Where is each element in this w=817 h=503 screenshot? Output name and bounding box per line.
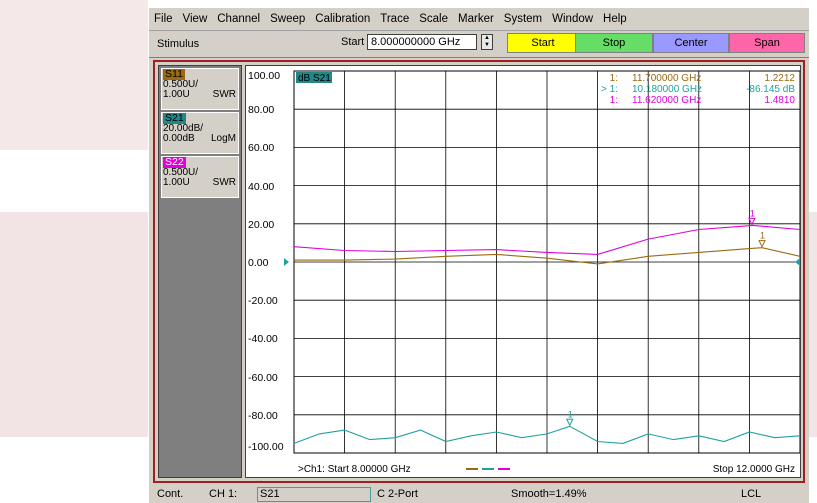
marker-s21-number: 1 (568, 409, 573, 419)
background-block-mid (0, 212, 148, 437)
marker-readout-prefix: 1: (610, 95, 618, 106)
reference-right-icon (795, 258, 800, 266)
menu-system[interactable]: System (503, 13, 543, 25)
y-axis-tick-label: 0.00 (248, 257, 269, 269)
active-trace-label: dB S21 (298, 73, 331, 84)
menu-calibration[interactable]: Calibration (315, 13, 371, 25)
start-field-label: Start (341, 36, 365, 48)
y-axis-tick-label: -60.00 (248, 371, 278, 384)
menu-channel[interactable]: Channel (217, 13, 261, 25)
trace-name-s11: S11 (163, 68, 185, 80)
trace-format-s22: SWR (212, 177, 236, 188)
menu-bar: File View Channel Sweep Calibration Trac… (149, 10, 632, 28)
status-trace[interactable]: S21 (257, 487, 371, 502)
marker-readout-value: 1.2212 (764, 73, 795, 84)
channel-window: S11 0.500U/ 1.00U SWR S21 20.00dB/ 0.00dB… (153, 60, 805, 483)
y-axis-tick-label: 100.00 (248, 70, 281, 82)
trace-box-s21[interactable]: S21 20.00dB/ 0.00dB LogM (161, 112, 239, 154)
stimulus-toolbar: Stimulus Start ▲ ▼ Start Stop Center Spa… (149, 30, 809, 58)
spin-up-icon[interactable]: ▲ (484, 35, 490, 41)
menu-view[interactable]: View (182, 13, 208, 25)
y-axis-tick-label: 20.00 (248, 218, 275, 231)
trace-scale-s11: 0.500U/ (163, 79, 199, 90)
sweep-start-info: >Ch1: Start 8.00000 GHz (298, 464, 411, 475)
status-cal: C 2-Port (377, 488, 418, 500)
trace-name-s21: S21 (163, 112, 186, 124)
menu-marker[interactable]: Marker (458, 13, 494, 25)
marker-s11-number: 1 (760, 231, 765, 241)
y-axis-tick-label: 80.00 (248, 104, 275, 117)
marker-s21-icon (565, 418, 574, 427)
status-bar: Cont. CH 1: S21 C 2-Port Smooth=1.49% LC… (149, 486, 809, 503)
trace-line-s11 (294, 247, 800, 265)
y-axis-tick-label: -40.00 (248, 333, 278, 346)
y-axis-tick-label: 60.00 (248, 142, 275, 155)
trace-format-s11: SWR (212, 89, 236, 100)
trace-scale-s22: 0.500U/ (163, 167, 199, 178)
status-channel: CH 1: (209, 488, 238, 500)
trace-line-s22 (293, 224, 800, 255)
trace-format-s21: LogM (210, 133, 236, 144)
marker-readout-frequency: 11.700000 GHz (632, 73, 701, 84)
status-remote: LCL (741, 488, 762, 500)
start-frequency-input[interactable] (367, 34, 477, 50)
marker-readout-prefix: > 1: (601, 84, 618, 95)
status-mode: Cont. (157, 488, 184, 500)
plot-area[interactable]: 1 1 1 dB S21 1: 11.700000 GHz 1.2212 > 1: 10.180… (245, 65, 801, 478)
plot-svg: 1 1 1 dB S21 1: 11.700000 GHz 1.2212 > 1: 10.180… (284, 70, 800, 475)
start-button[interactable]: Start (507, 33, 579, 53)
y-axis-tick-label: -20.00 (248, 295, 278, 308)
trace-scale-s21: 20.00dB/ (163, 123, 204, 134)
reference-left-icon (284, 258, 289, 266)
center-button[interactable]: Center (653, 33, 729, 53)
trace-box-s11[interactable]: S11 0.500U/ 1.00U SWR (161, 68, 239, 110)
active-trace-label-bg (296, 72, 332, 83)
trace-ref-s22: 1.00U (163, 177, 190, 188)
vna-window: File View Channel Sweep Calibration Trac… (148, 8, 809, 503)
marker-readout-prefix: 1: (610, 73, 618, 84)
background-block-right (808, 212, 817, 437)
spin-down-icon[interactable]: ▼ (484, 42, 490, 48)
menu-file[interactable]: File (154, 13, 173, 25)
y-axis-tick-label: 40.00 (248, 180, 275, 193)
marker-s22-icon (748, 217, 756, 226)
marker-s11-icon (758, 240, 766, 248)
menu-scale[interactable]: Scale (419, 13, 449, 25)
marker-s22-number: 1 (750, 208, 755, 218)
trace-panel: S11 0.500U/ 1.00U SWR S21 20.00dB/ 0.00dB… (158, 65, 242, 478)
background-block-top (0, 0, 148, 150)
menu-trace[interactable]: Trace (380, 13, 410, 25)
menu-window[interactable]: Window (552, 13, 594, 25)
span-button[interactable]: Span (729, 33, 805, 53)
stimulus-label: Stimulus (157, 38, 200, 50)
marker-readout-value: -86.145 dB (746, 84, 795, 95)
trace-line-s21 (293, 425, 800, 444)
start-spinner[interactable]: ▲ ▼ (481, 34, 493, 50)
status-smooth: Smooth=1.49% (511, 488, 587, 500)
trace-ref-s11: 1.00U (163, 89, 190, 100)
sweep-stop-info: Stop 12.0000 GHz (713, 464, 795, 475)
y-axis-tick-label: -80.00 (248, 409, 278, 422)
marker-readout-value: 1.4810 (764, 95, 795, 106)
trace-box-s22[interactable]: S22 0.500U/ 1.00U SWR (161, 156, 239, 198)
trace-name-s22: S22 (163, 156, 186, 168)
menu-sweep[interactable]: Sweep (270, 13, 306, 25)
menu-help[interactable]: Help (603, 13, 627, 25)
marker-readout-frequency: 10.180000 GHz (632, 84, 702, 95)
marker-readout-frequency: 11.620000 GHz (632, 95, 701, 106)
y-axis-tick-label: -100.00 (248, 441, 284, 453)
stop-button[interactable]: Stop (575, 33, 653, 53)
trace-ref-s21: 0.00dB (163, 133, 195, 144)
